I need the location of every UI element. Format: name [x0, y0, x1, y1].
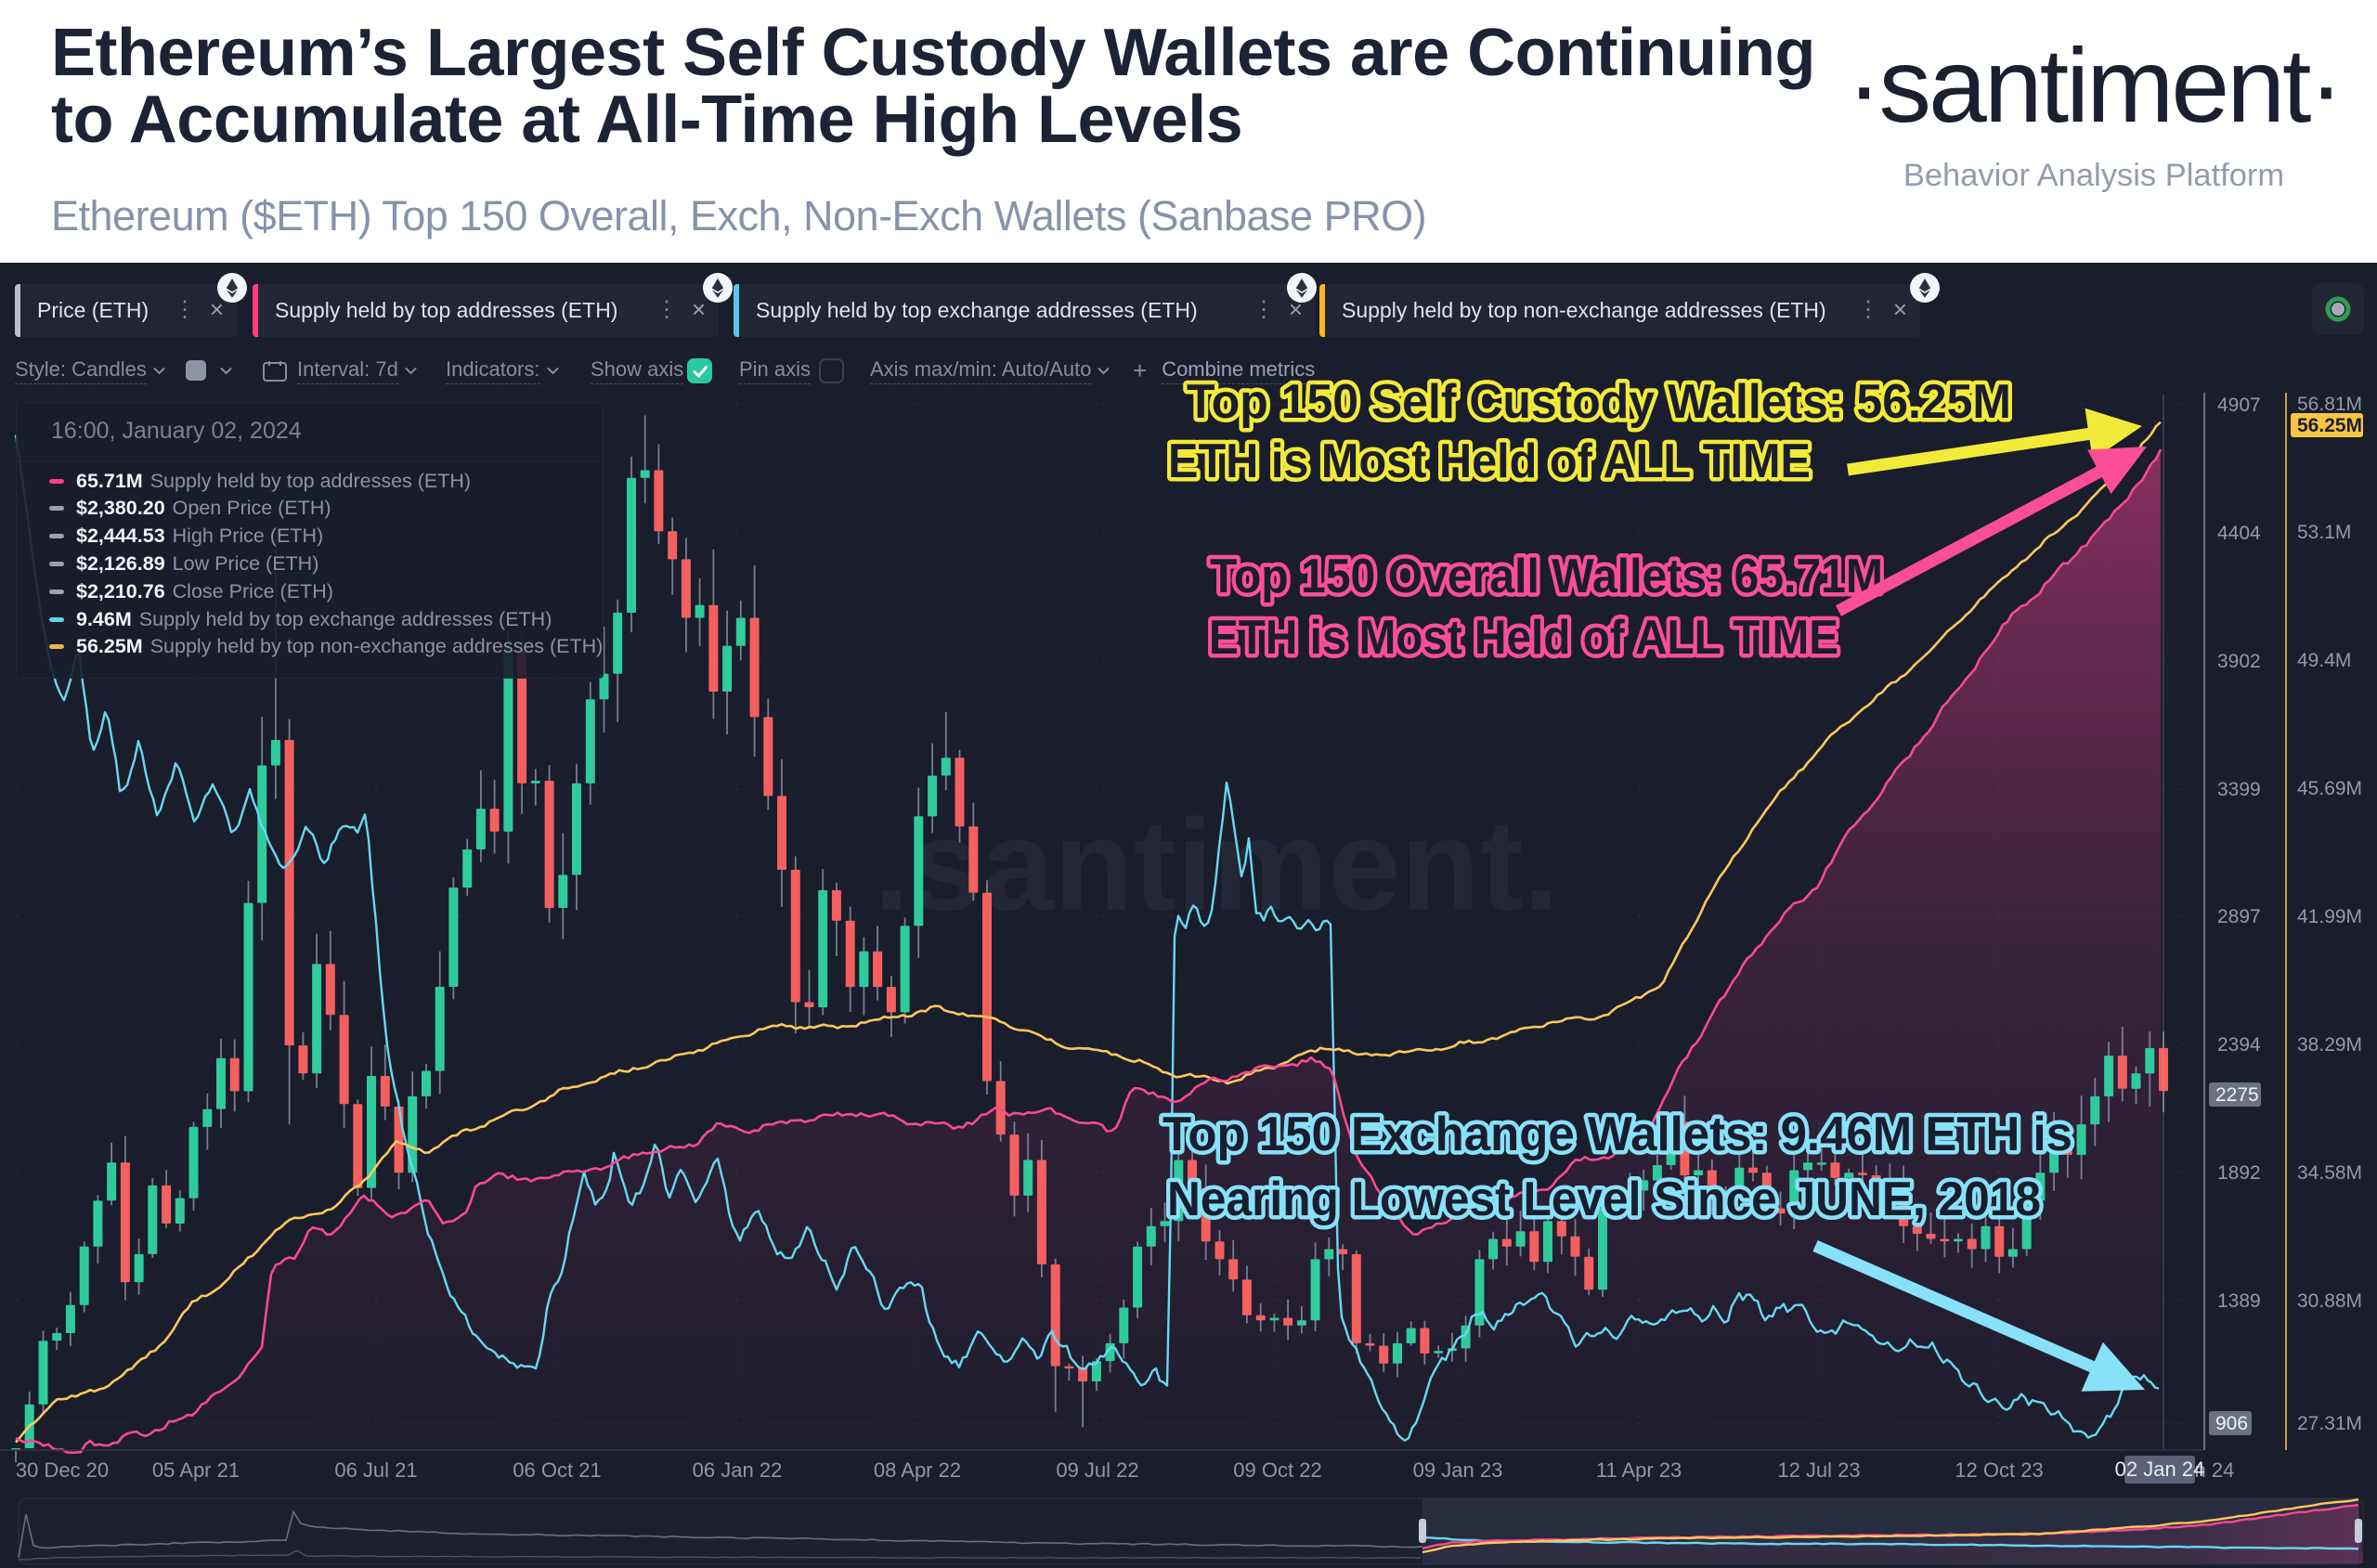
- svg-text:Nearing Lowest Level Since JUN: Nearing Lowest Level Since JUNE, 2018: [1167, 1173, 2041, 1226]
- svg-text:Top 150 Exchange Wallets: 9.46: Top 150 Exchange Wallets: 9.46M ETH is: [1163, 1108, 2072, 1161]
- svg-text:41.99M: 41.99M: [2297, 906, 2362, 927]
- svg-text:ETH is Most Held of ALL TIME: ETH is Most Held of ALL TIME: [1209, 611, 1838, 665]
- svg-text:3902: 3902: [2217, 651, 2261, 672]
- svg-text:4404: 4404: [2217, 523, 2261, 544]
- svg-text:09 Jan 23: 09 Jan 23: [1413, 1458, 1503, 1482]
- svg-text:34.58M: 34.58M: [2297, 1162, 2362, 1184]
- svg-text:09 Jul 22: 09 Jul 22: [1056, 1458, 1138, 1482]
- svg-text:06 Jul 21: 06 Jul 21: [334, 1458, 417, 1482]
- svg-text:2897: 2897: [2217, 906, 2261, 927]
- svg-text:30 Dec 20: 30 Dec 20: [16, 1458, 109, 1482]
- svg-text:4907: 4907: [2217, 395, 2261, 416]
- svg-text:ETH is Most Held of ALL TIME: ETH is Most Held of ALL TIME: [1168, 434, 1811, 488]
- svg-text:12 Oct 23: 12 Oct 23: [1955, 1458, 2043, 1482]
- svg-text:06 Oct 21: 06 Oct 21: [513, 1458, 601, 1482]
- svg-text:02 Jan 24: 02 Jan 24: [2115, 1458, 2205, 1481]
- svg-text:1892: 1892: [2217, 1162, 2261, 1184]
- svg-text:05 Apr 21: 05 Apr 21: [152, 1458, 240, 1482]
- svg-text:56.25M: 56.25M: [2297, 415, 2362, 436]
- svg-text:38.29M: 38.29M: [2297, 1034, 2362, 1056]
- svg-text:53.1M: 53.1M: [2297, 522, 2351, 543]
- svg-text:2275: 2275: [2215, 1084, 2259, 1106]
- svg-text:45.69M: 45.69M: [2297, 778, 2362, 799]
- svg-text:12 Jul 23: 12 Jul 23: [1777, 1458, 1860, 1482]
- svg-text:906: 906: [2215, 1413, 2248, 1434]
- svg-text:11 Apr 23: 11 Apr 23: [1596, 1458, 1682, 1482]
- svg-text:27.31M: 27.31M: [2297, 1413, 2362, 1434]
- svg-text:49.4M: 49.4M: [2297, 650, 2351, 671]
- svg-text:30.88M: 30.88M: [2297, 1290, 2362, 1312]
- svg-text:06 Jan 22: 06 Jan 22: [693, 1458, 783, 1482]
- svg-text:Top 150 Overall Wallets: 65.71: Top 150 Overall Wallets: 65.71M: [1210, 550, 1883, 603]
- svg-text:2394: 2394: [2217, 1034, 2261, 1056]
- svg-text:56.81M: 56.81M: [2297, 394, 2362, 415]
- svg-text:08 Apr 22: 08 Apr 22: [874, 1458, 961, 1482]
- svg-text:Top 150 Self Custody Wallets:: Top 150 Self Custody Wallets: 56.25M: [1187, 375, 2011, 429]
- svg-text:3399: 3399: [2217, 779, 2261, 800]
- svg-text:1389: 1389: [2217, 1290, 2261, 1312]
- svg-text:09 Oct 22: 09 Oct 22: [1233, 1458, 1321, 1482]
